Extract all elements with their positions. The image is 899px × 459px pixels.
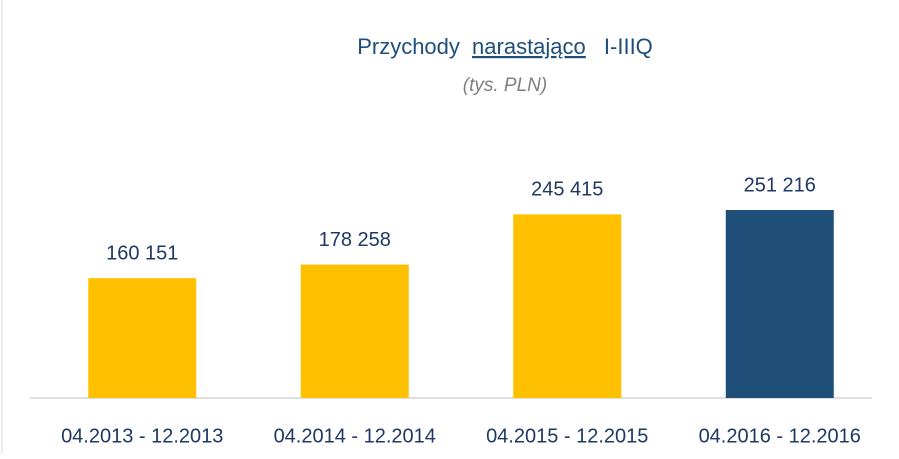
bar [88,278,197,398]
value-label: 245 415 [531,179,603,201]
x-tick-label: 04.2016 - 12.2016 [699,425,861,447]
value-label: 178 258 [319,229,391,251]
x-tick-label: 04.2015 - 12.2015 [486,425,648,447]
bar [300,264,409,398]
bar [725,210,834,398]
title-part: narastająco [472,34,586,59]
title-part: I-IIIQ [604,34,653,59]
value-label: 160 151 [106,242,178,264]
x-tick-label: 04.2013 - 12.2013 [61,425,223,447]
chart-subtitle: (tys. PLN) [463,75,547,96]
title-part: Przychody [357,34,460,59]
bar [513,214,622,398]
x-tick-label: 04.2014 - 12.2014 [274,425,436,447]
chart-title: Przychody narastająco I-IIIQ [357,34,653,59]
value-label: 251 216 [744,174,816,196]
